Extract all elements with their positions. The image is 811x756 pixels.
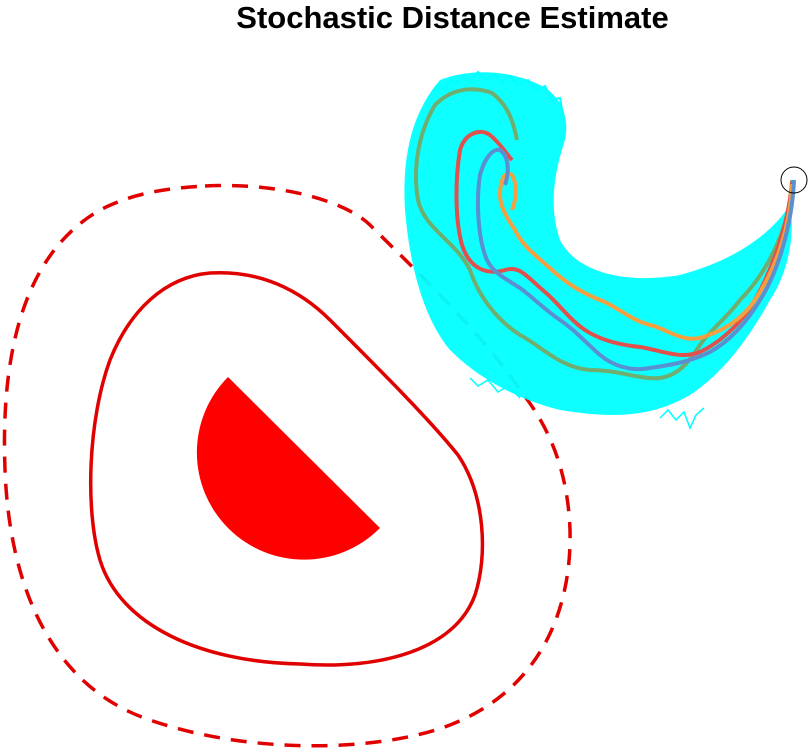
trajectory-orange [498, 171, 794, 341]
trajectory-blue [475, 147, 796, 372]
figure-title: Stochastic Distance Estimate [236, 0, 669, 35]
trajectory-red [454, 130, 794, 357]
start-marker [780, 166, 808, 194]
sample-cloud [404, 70, 792, 430]
trajectory-green [414, 87, 794, 381]
safe-boundary [88, 270, 485, 667]
obstacle-semicircle [196, 377, 380, 560]
